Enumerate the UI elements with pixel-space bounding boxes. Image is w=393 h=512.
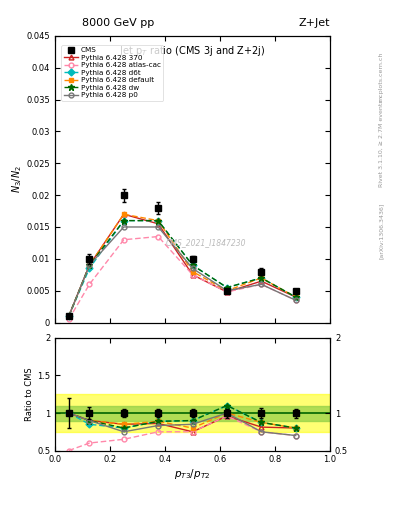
Text: mcplots.cern.ch: mcplots.cern.ch (379, 52, 384, 102)
Bar (55, 394, 330, 432)
Text: Jet p$_T$ ratio (CMS 3j and Z+2j): Jet p$_T$ ratio (CMS 3j and Z+2j) (119, 45, 266, 58)
Legend: CMS, Pythia 6.428 370, Pythia 6.428 atlas-cac, Pythia 6.428 d6t, Pythia 6.428 de: CMS, Pythia 6.428 370, Pythia 6.428 atla… (61, 45, 163, 100)
Y-axis label: Ratio to CMS: Ratio to CMS (25, 368, 34, 421)
Text: [arXiv:1306.3436]: [arXiv:1306.3436] (379, 202, 384, 259)
Y-axis label: $N_3$/$N_2$: $N_3$/$N_2$ (10, 165, 24, 193)
Text: Z+Jet: Z+Jet (299, 18, 330, 28)
Text: CMS_2021_I1847230: CMS_2021_I1847230 (166, 238, 246, 247)
Text: 8000 GeV pp: 8000 GeV pp (82, 18, 154, 28)
Text: Rivet 3.1.10, ≥ 2.7M events: Rivet 3.1.10, ≥ 2.7M events (379, 99, 384, 187)
Bar (55, 406, 330, 420)
X-axis label: $p_{T3}/p_{T2}$: $p_{T3}/p_{T2}$ (174, 467, 211, 481)
